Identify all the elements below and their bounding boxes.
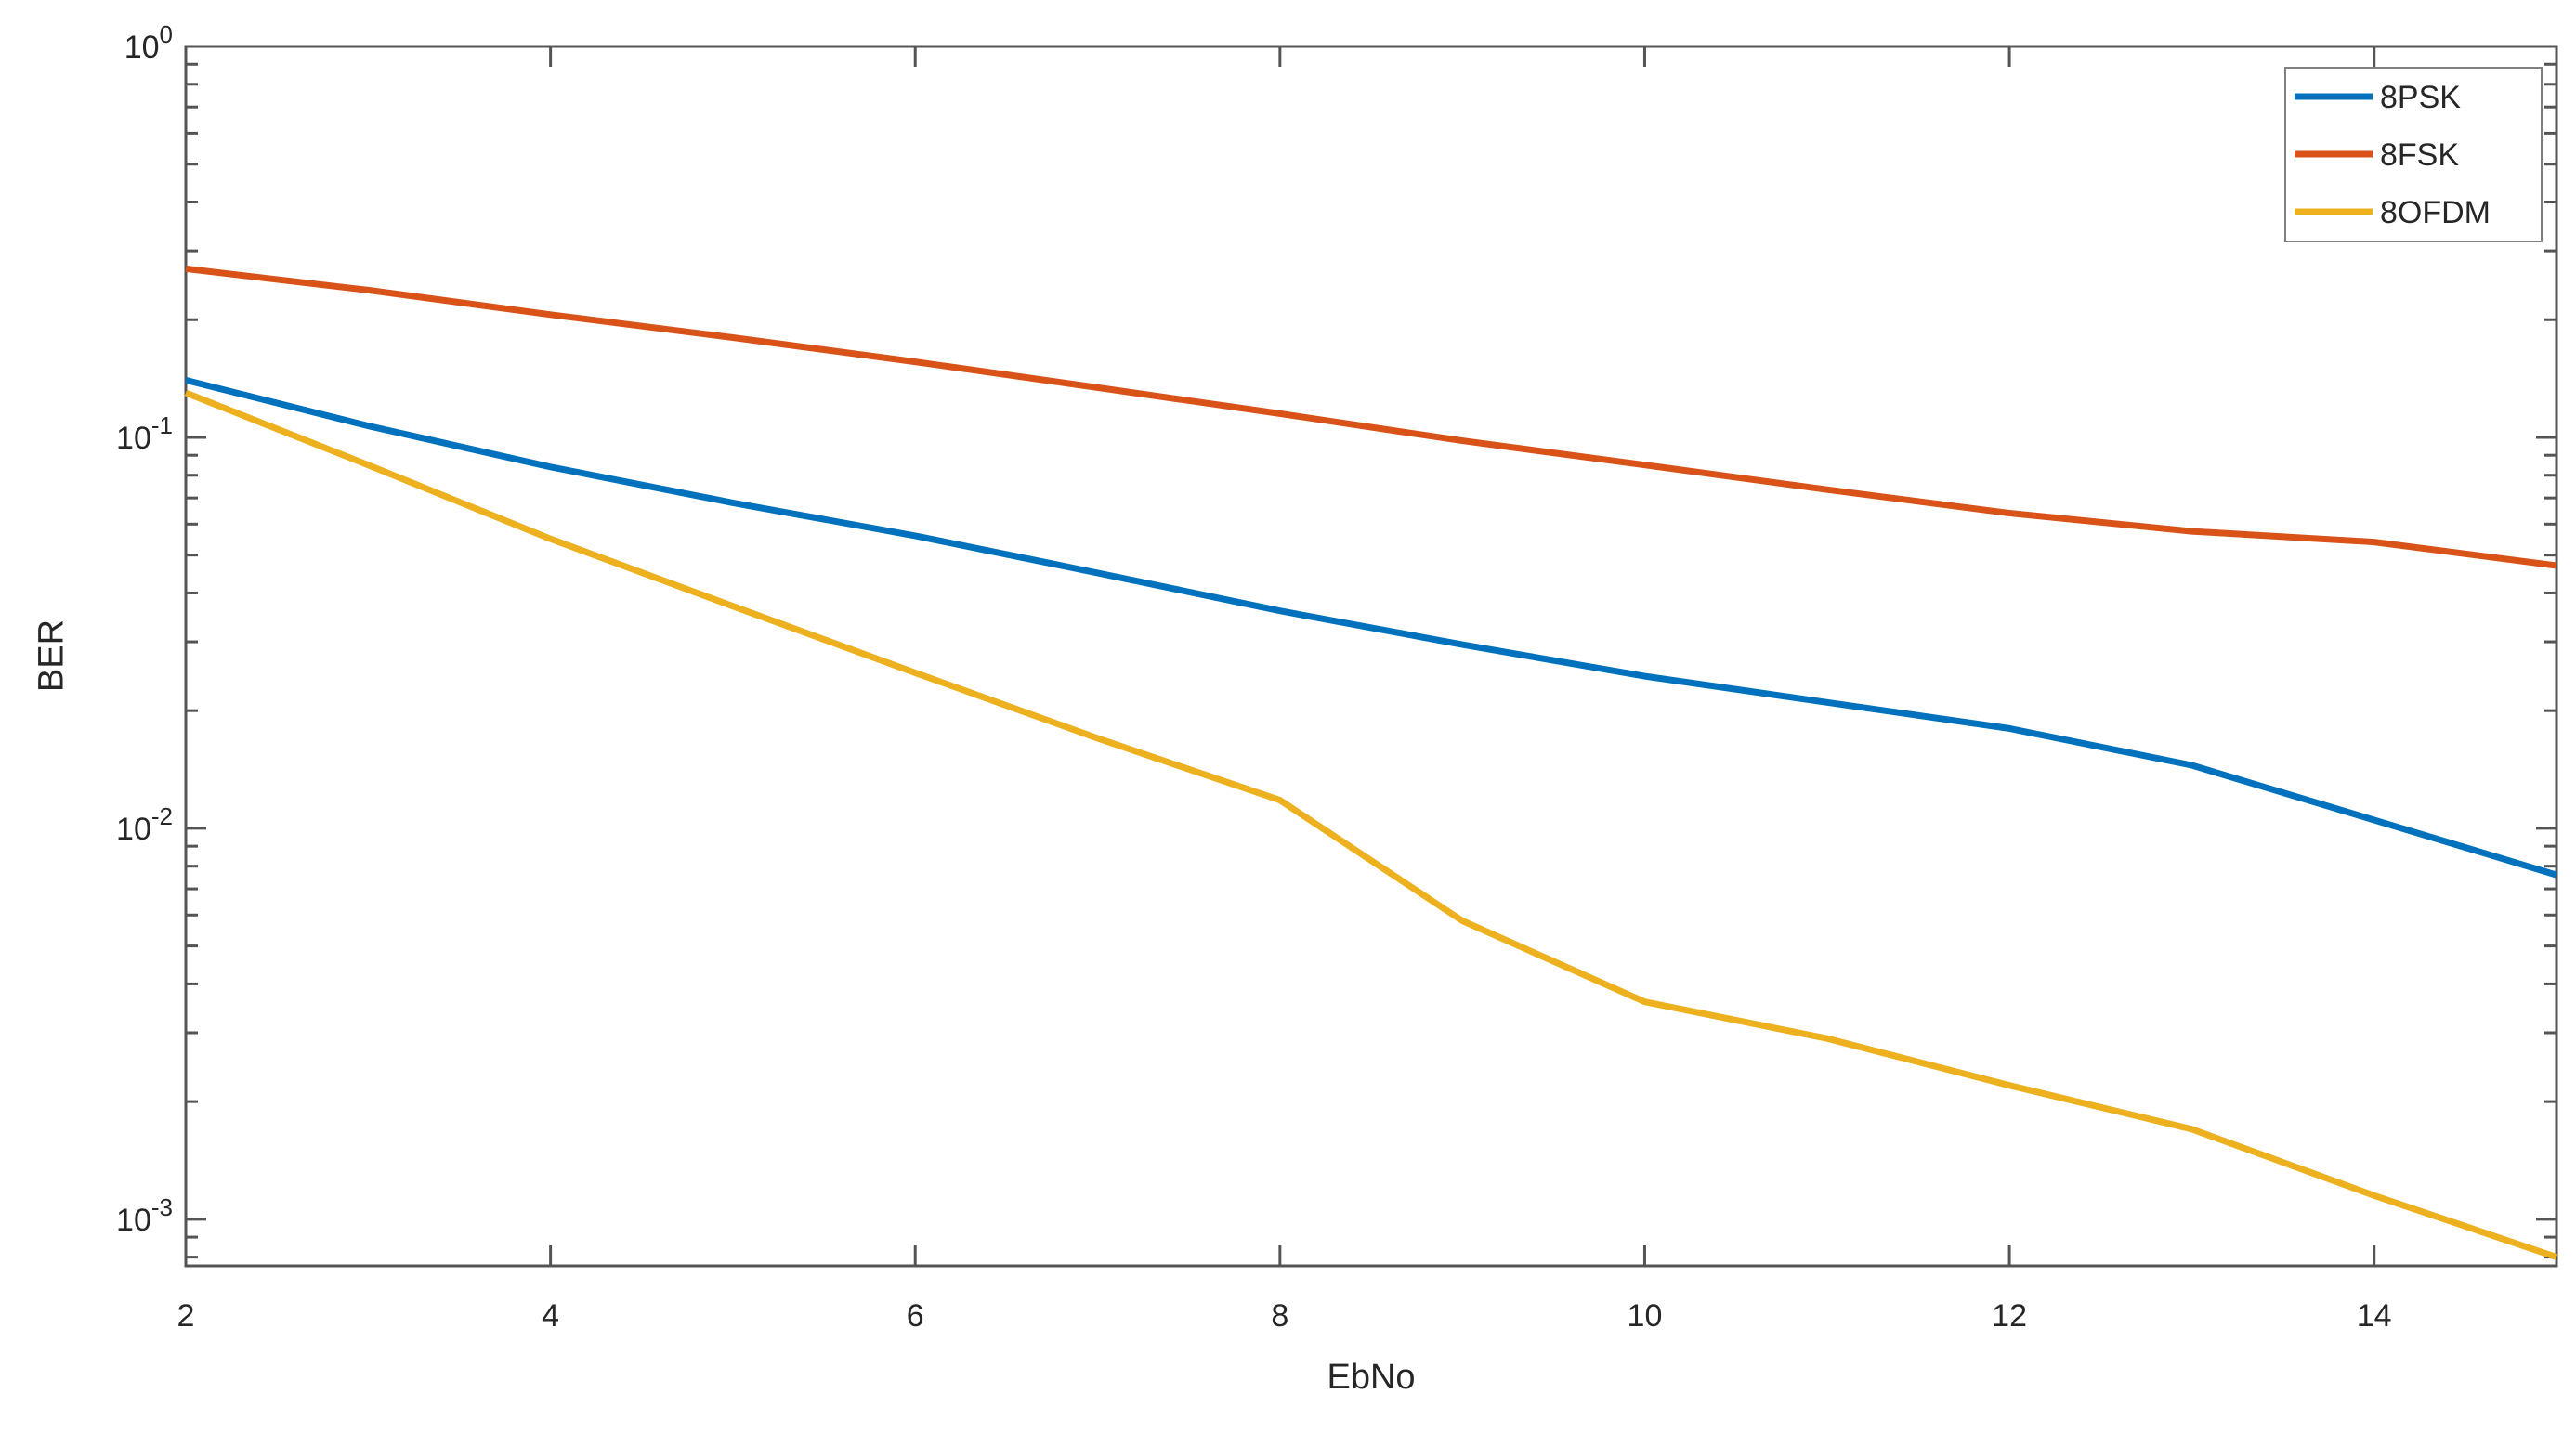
x-tick-label: 2 (177, 1298, 195, 1334)
x-tick-label: 14 (2357, 1298, 2392, 1334)
series-line-8ofdm (184, 389, 2558, 1260)
x-axis-label: EbNo (1327, 1358, 1416, 1397)
x-tick-label: 12 (1992, 1298, 2027, 1334)
legend-label-8fsk: 8FSK (2380, 137, 2459, 173)
y-axis-label: BER (32, 619, 72, 693)
y-tick-label: 100 (124, 20, 173, 65)
x-tick-label: 4 (542, 1298, 559, 1334)
y-tick-label: 10-1 (116, 411, 173, 456)
series-line-8psk (185, 377, 2558, 879)
plot-box (184, 45, 2558, 1268)
y-tick-label: 10-2 (116, 802, 173, 847)
legend-label-8ofdm: 8OFDM (2380, 195, 2491, 230)
x-tick-label: 6 (907, 1298, 924, 1334)
x-tick-label: 8 (1271, 1298, 1288, 1334)
legend-label-8psk: 8PSK (2380, 80, 2461, 115)
series-line-8fsk (185, 265, 2557, 569)
x-tick-label: 10 (1628, 1298, 1663, 1334)
legend: 8PSK 8FSK 8OFDM (2284, 67, 2543, 242)
y-tick-label: 10-3 (116, 1193, 173, 1238)
